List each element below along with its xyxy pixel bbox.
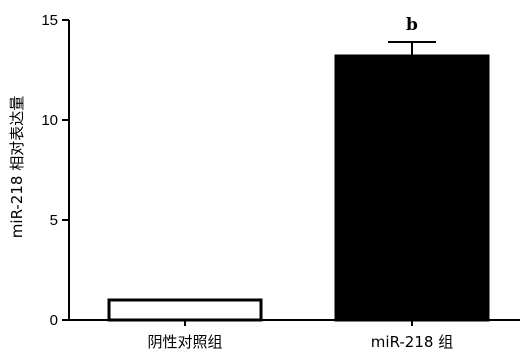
bar xyxy=(107,298,263,322)
y-tick-label: 5 xyxy=(50,212,58,229)
x-axis: 阴性对照组 miR-218 组 xyxy=(69,319,520,351)
x-tick-label: 阴性对照组 xyxy=(147,333,222,351)
bars: b xyxy=(107,15,490,322)
y-axis-title: miR-218 相对表达量 xyxy=(8,96,26,238)
y-tick-label: 15 xyxy=(41,12,58,29)
bar xyxy=(334,54,490,322)
y-tick-label: 10 xyxy=(41,112,58,129)
y-axis: 0 5 10 15 xyxy=(41,12,70,329)
significance-label: b xyxy=(406,15,418,35)
y-tick-label: 0 xyxy=(50,312,58,329)
x-tick-label: miR-218 组 xyxy=(371,333,453,351)
